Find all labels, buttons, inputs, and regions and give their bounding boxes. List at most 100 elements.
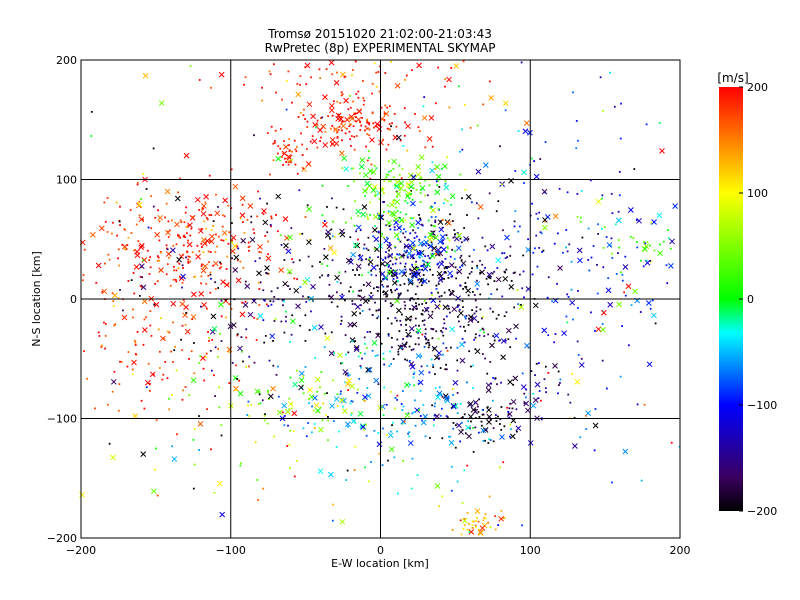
data-point-x: [224, 281, 230, 288]
data-point-dot: [376, 354, 379, 357]
data-point-dot: [412, 376, 415, 379]
data-point-x: [577, 257, 583, 264]
data-point-dot: [415, 268, 418, 270]
data-point-dot: [357, 96, 360, 99]
data-point-dot: [431, 252, 434, 255]
data-point-x: [505, 327, 512, 334]
data-point-dot: [266, 272, 269, 275]
data-point-x: [362, 172, 369, 178]
data-point-dot: [364, 342, 366, 345]
data-point-dot: [556, 232, 559, 235]
data-point-x: [355, 304, 361, 310]
data-point-x: [394, 179, 401, 185]
data-point-dot: [366, 216, 369, 219]
data-point-dot: [198, 415, 200, 417]
data-point-x: [328, 107, 335, 114]
data-point-dot: [402, 338, 404, 340]
data-point-dot: [399, 284, 402, 286]
data-point-dot: [479, 259, 481, 262]
data-point-dot: [272, 364, 275, 367]
data-point-dot: [670, 441, 673, 444]
data-point-dot: [405, 213, 407, 216]
data-point-dot: [331, 73, 334, 76]
data-point-dot: [241, 350, 243, 353]
data-point-x: [194, 196, 201, 203]
data-point-dot: [267, 240, 270, 243]
data-point-dot: [250, 221, 253, 224]
data-point-dot: [415, 302, 417, 305]
data-point-x: [219, 511, 226, 518]
data-point-dot: [365, 258, 368, 261]
data-point-dot: [168, 331, 171, 334]
y-tick-label: −100: [47, 413, 77, 426]
data-point-dot: [281, 156, 283, 158]
data-point-dot: [479, 293, 482, 296]
data-point-dot: [137, 240, 140, 243]
data-point-dot: [349, 116, 351, 119]
data-point-dot: [148, 273, 151, 275]
data-point-x: [340, 123, 347, 129]
data-point-dot: [577, 354, 580, 356]
data-point-dot: [445, 315, 448, 318]
data-point-dot: [265, 272, 268, 274]
data-point-dot: [390, 346, 393, 349]
data-point-dot: [333, 352, 336, 355]
data-point-dot: [394, 407, 397, 410]
data-point-dot: [403, 107, 406, 110]
data-point-dot: [420, 313, 423, 315]
data-point-dot: [307, 296, 310, 299]
data-point-dot: [369, 177, 372, 180]
data-point-dot: [328, 295, 330, 298]
data-point-dot: [388, 365, 391, 367]
data-point-x: [317, 127, 324, 133]
data-point-dot: [623, 291, 626, 294]
data-point-dot: [447, 277, 450, 279]
data-point-dot: [461, 148, 464, 151]
data-point-dot: [320, 136, 322, 139]
data-point-dot: [149, 324, 152, 327]
data-point-dot: [209, 291, 212, 294]
data-point-x: [468, 314, 474, 320]
data-point-dot: [441, 260, 443, 263]
data-point-dot: [179, 236, 182, 239]
data-point-dot: [231, 239, 234, 242]
data-point-x: [382, 274, 389, 281]
data-point-dot: [306, 120, 309, 123]
data-point-dot: [458, 308, 461, 311]
data-point-dot: [276, 230, 279, 233]
data-point-dot: [426, 194, 429, 197]
data-point-dot: [142, 173, 145, 176]
data-point-dot: [445, 251, 448, 254]
data-point-dot: [419, 390, 422, 392]
data-point-x: [417, 379, 424, 386]
data-point-x: [344, 421, 351, 428]
data-point-dot: [619, 375, 622, 378]
data-point-dot: [409, 297, 412, 300]
data-point-dot: [621, 325, 623, 328]
data-point-dot: [446, 237, 449, 240]
data-point-dot: [285, 310, 287, 313]
data-point-x: [221, 230, 228, 236]
data-point-dot: [375, 167, 378, 170]
data-point-dot: [234, 389, 237, 391]
data-point-dot: [285, 80, 288, 83]
data-point-x: [386, 243, 393, 250]
data-point-x: [508, 284, 515, 290]
data-point-dot: [293, 475, 296, 478]
data-point-dot: [537, 397, 540, 400]
data-point-dot: [547, 334, 550, 337]
data-point-dot: [283, 157, 286, 160]
data-point-dot: [403, 307, 406, 310]
data-point-x: [405, 315, 412, 322]
data-point-dot: [279, 234, 282, 237]
data-point-dot: [649, 244, 651, 247]
data-point-dot: [285, 161, 288, 163]
data-point-dot: [523, 392, 526, 395]
data-point-dot: [358, 172, 361, 175]
data-point-x: [358, 163, 365, 170]
data-point-dot: [201, 208, 204, 211]
data-point-dot: [350, 135, 353, 137]
data-point-dot: [198, 79, 201, 81]
data-point-dot: [424, 146, 427, 149]
data-point-dot: [430, 243, 433, 246]
